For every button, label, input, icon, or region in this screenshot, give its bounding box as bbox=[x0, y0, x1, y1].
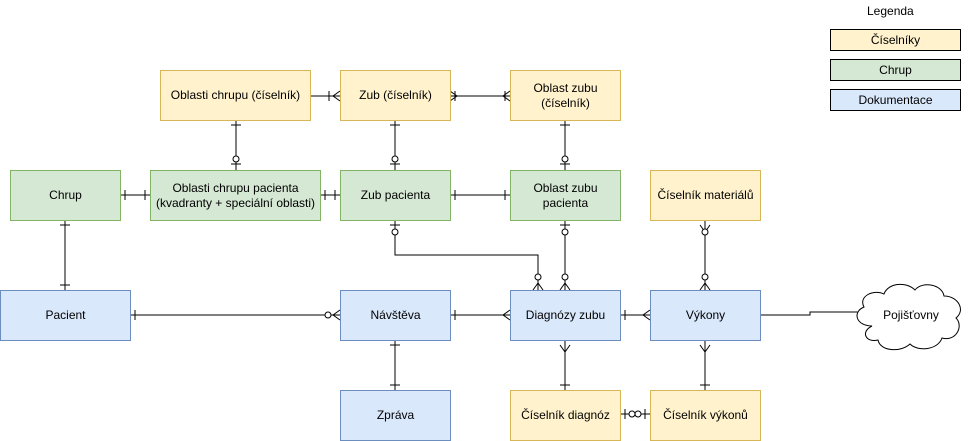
rel-zub-pacienta-diagnozy bbox=[390, 220, 544, 291]
legend-title: Legenda bbox=[867, 4, 914, 18]
legend-item-chrup: Chrup bbox=[830, 59, 961, 81]
rel-oblasti-chrupu-zub-pacienta bbox=[320, 190, 340, 200]
entity-zprava[interactable]: Zpráva bbox=[340, 390, 451, 441]
entity-vykony[interactable]: Výkony bbox=[650, 290, 761, 341]
entity-ciselnik-diagnoz[interactable]: Číselník diagnóz bbox=[510, 390, 621, 441]
rel-diagnozy-ciselnik-diagnoz bbox=[559, 340, 571, 390]
entity-zub-ciselnik[interactable]: Zub (číselník) bbox=[340, 70, 451, 121]
rel-oblasti-chrupu-ciselnik-pacienta bbox=[231, 121, 241, 170]
rel-diagnozy-vykony bbox=[620, 309, 651, 321]
legend-item-dokumentace: Dokumentace bbox=[830, 89, 961, 111]
entity-pojistovny-label[interactable]: Pojišťovny bbox=[883, 308, 939, 322]
rel-oblasti-chrupu-zub-ciselnik bbox=[311, 90, 341, 102]
entity-zub-pacienta[interactable]: Zub pacienta bbox=[340, 170, 451, 221]
rel-vykony-ciselnik-vykonu bbox=[699, 340, 711, 390]
rel-oblast-zubu-diagnozy bbox=[559, 220, 571, 291]
rel-materialy-vykony bbox=[699, 220, 711, 291]
rel-chrup-pacient bbox=[60, 220, 70, 290]
entity-ciselnik-materialu[interactable]: Číselník materiálů bbox=[650, 170, 761, 221]
entity-oblast-zubu-pacienta[interactable]: Oblast zubu pacienta bbox=[510, 170, 621, 221]
entity-navsteva[interactable]: Návštěva bbox=[340, 290, 451, 341]
rel-vykony-pojistovny bbox=[760, 311, 860, 316]
entity-oblast-zubu-ciselnik[interactable]: Oblast zubu (číselník) bbox=[510, 70, 621, 121]
rel-navsteva-diagnozy bbox=[450, 309, 511, 321]
rel-pacient-navsteva bbox=[130, 309, 341, 321]
rel-zub-oblast-zubu-pacienta bbox=[450, 190, 510, 200]
entity-diagnozy-zubu[interactable]: Diagnózy zubu bbox=[510, 290, 621, 341]
rel-zub-oblast-zubu-ciselnik bbox=[449, 90, 511, 102]
legend-item-ciselniky: Číselníky bbox=[830, 29, 961, 51]
rel-chrup-oblasti-chrupu-pacienta bbox=[120, 190, 150, 200]
rel-zub-ciselnik-zub-pacienta bbox=[390, 121, 400, 170]
entity-ciselnik-vykonu[interactable]: Číselník výkonů bbox=[650, 390, 761, 441]
rel-oblast-zubu-ciselnik-pacienta bbox=[560, 121, 570, 170]
entity-pacient[interactable]: Pacient bbox=[0, 290, 131, 341]
entity-chrup[interactable]: Chrup bbox=[10, 170, 121, 221]
pojistovny-cloud bbox=[856, 283, 961, 351]
rel-ciselnik-diagnoz-vykonu bbox=[620, 409, 650, 419]
entity-oblasti-chrupu-ciselnik[interactable]: Oblasti chrupu (číselník) bbox=[160, 70, 311, 121]
entity-oblasti-chrupu-pacienta[interactable]: Oblasti chrupu pacienta (kvadranty + spe… bbox=[150, 170, 321, 221]
rel-navsteva-zprava bbox=[390, 340, 400, 390]
